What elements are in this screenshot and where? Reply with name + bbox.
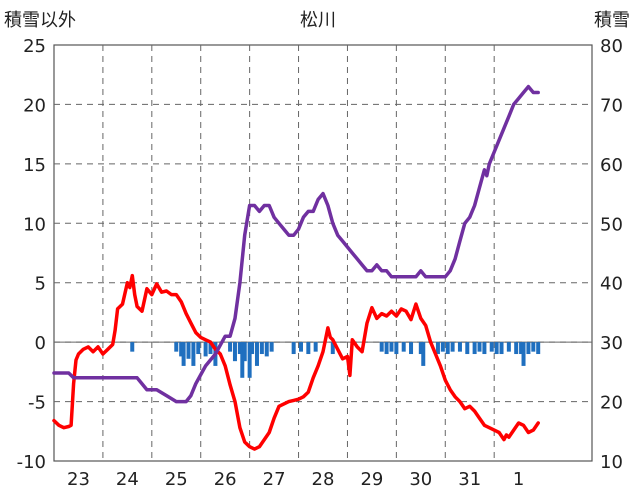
bar — [179, 342, 184, 357]
bar — [291, 342, 296, 355]
bar — [389, 342, 394, 352]
y-left-tick-label: 15 — [23, 155, 46, 176]
bar — [465, 342, 470, 355]
series-line — [52, 84, 540, 404]
x-tick-label: 30 — [409, 469, 432, 490]
bar — [440, 342, 445, 352]
x-tick-label: 27 — [263, 469, 286, 490]
bar — [330, 342, 335, 355]
bar — [269, 342, 274, 352]
y-right-tick-label: 70 — [600, 95, 623, 116]
bar — [254, 342, 259, 366]
bar — [232, 342, 237, 362]
bar — [494, 342, 499, 355]
y-left-tick-label: -10 — [17, 452, 46, 473]
x-tick-label: 29 — [360, 469, 383, 490]
bar — [313, 342, 318, 352]
x-tick-label: 23 — [67, 469, 90, 490]
bar — [306, 342, 311, 355]
x-tick-label: 1 — [513, 469, 524, 490]
bar — [240, 342, 245, 378]
bar — [521, 342, 526, 366]
y-axis-right-label: 積雪 — [594, 10, 630, 31]
series-line — [52, 273, 540, 451]
bar-series — [130, 342, 541, 378]
bar — [250, 342, 255, 355]
bar — [298, 342, 303, 352]
bar — [237, 342, 242, 355]
y-right-tick-label: 30 — [600, 333, 623, 354]
y-left-tick-label: 0 — [35, 333, 46, 354]
bar — [457, 342, 462, 352]
bar — [482, 342, 487, 355]
bar — [477, 342, 482, 352]
plot-area — [53, 44, 593, 462]
bar — [181, 342, 186, 366]
bar — [191, 342, 196, 366]
bar — [247, 342, 252, 378]
x-tick-label: 25 — [165, 469, 188, 490]
y-left-tick-label: -5 — [28, 393, 46, 414]
bar — [506, 342, 511, 352]
bar — [130, 342, 135, 352]
bar — [526, 342, 531, 355]
chart-title: 松川 — [300, 10, 336, 31]
bar — [259, 342, 264, 355]
y-right-tick-label: 80 — [600, 36, 623, 57]
bar — [489, 342, 494, 352]
y-axis-left-label: 積雪以外 — [4, 10, 76, 31]
y-left-tick-label: 10 — [23, 214, 46, 235]
bar — [472, 342, 477, 355]
bar — [519, 342, 524, 355]
bar — [379, 342, 384, 352]
y-right-tick-label: 20 — [600, 393, 623, 414]
bar — [531, 342, 536, 352]
bar — [384, 342, 389, 355]
x-tick-label: 24 — [116, 469, 139, 490]
bar — [264, 342, 269, 357]
bar — [445, 342, 450, 355]
y-left-tick-label: 20 — [23, 95, 46, 116]
bar — [394, 342, 399, 355]
bar — [203, 342, 208, 357]
bar — [196, 342, 201, 355]
y-left-tick-label: 5 — [35, 274, 46, 295]
x-tick-label: 26 — [214, 469, 237, 490]
bar — [409, 342, 414, 355]
line-series — [52, 84, 540, 451]
y-right-tick-label: 50 — [600, 214, 623, 235]
bar — [242, 342, 247, 362]
y-right-tick-label: 10 — [600, 452, 623, 473]
bar — [536, 342, 541, 355]
bar — [208, 342, 213, 355]
bar — [499, 342, 504, 355]
y-right-tick-label: 60 — [600, 155, 623, 176]
grid-lines — [54, 45, 592, 461]
y-left-tick-label: 25 — [23, 36, 46, 57]
bar — [186, 342, 191, 359]
x-tick-label: 28 — [312, 469, 335, 490]
bar — [228, 342, 233, 352]
bar — [418, 342, 423, 355]
bar — [401, 342, 406, 352]
bar — [421, 342, 426, 366]
bar — [435, 342, 440, 355]
bar — [450, 342, 455, 352]
bar — [514, 342, 519, 355]
x-tick-label: 31 — [458, 469, 481, 490]
y-right-tick-label: 40 — [600, 274, 623, 295]
bar — [174, 342, 179, 352]
